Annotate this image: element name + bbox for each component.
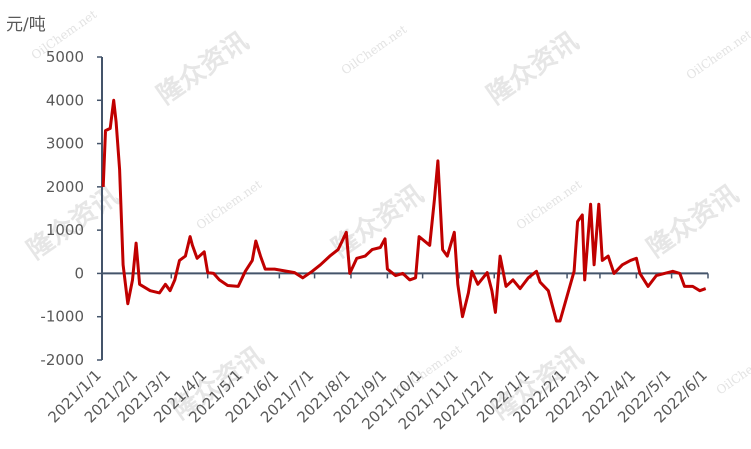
watermark-site: OilChem.net (339, 22, 410, 77)
watermarks: 隆众资讯 隆众资讯 隆众资讯 隆众资讯 隆众资讯 隆众资讯 隆众资讯 OilCh… (22, 7, 751, 426)
y-tick-label: 0 (74, 264, 84, 282)
watermark-site: OilChem.net (684, 27, 751, 82)
y-tick-label: -2000 (40, 351, 84, 369)
y-tick-label: 4000 (46, 91, 84, 109)
watermark-site: OilChem.net (194, 177, 265, 232)
watermark: 隆众资讯 (152, 26, 254, 110)
watermark: 隆众资讯 (327, 179, 429, 263)
watermark-site: OilChem.net (714, 342, 751, 397)
y-tick-label: 1000 (46, 221, 84, 239)
y-axis-label: 元/吨 (6, 15, 46, 35)
y-tick-label: 2000 (46, 178, 84, 196)
line (101, 98, 707, 323)
y-tick-label: 3000 (46, 135, 84, 153)
y-tick-label: 5000 (46, 48, 84, 66)
watermark: 隆众资讯 (482, 26, 584, 110)
y-tick-label: -1000 (40, 308, 84, 326)
watermark-site: OilChem.net (514, 177, 585, 232)
watermark: 隆众资讯 (642, 179, 744, 263)
